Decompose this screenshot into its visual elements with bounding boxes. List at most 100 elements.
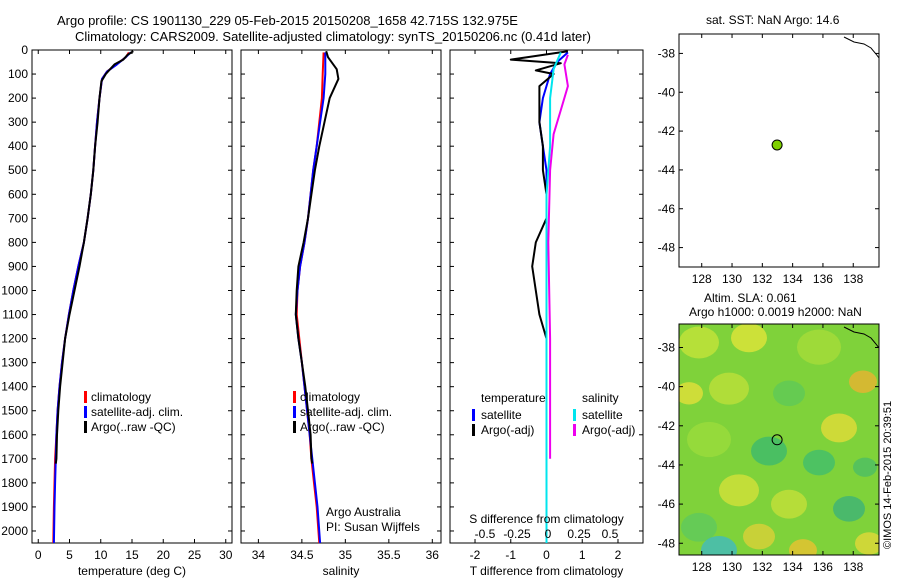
legend-label: satellite bbox=[481, 408, 522, 422]
coastline bbox=[843, 36, 880, 59]
x-axis-label: T difference from climatology bbox=[470, 564, 624, 578]
y-tick-label: -44 bbox=[658, 163, 676, 177]
heatmap-cell bbox=[731, 324, 767, 353]
heatmap-cell bbox=[855, 532, 879, 555]
x-tick-label: -2 bbox=[470, 548, 481, 562]
legend-swatch bbox=[293, 406, 296, 418]
x-tick-label: 132 bbox=[752, 272, 772, 286]
heatmap-cell bbox=[679, 326, 719, 359]
x-tick-label: 128 bbox=[692, 560, 712, 574]
y-tick-label: -48 bbox=[658, 241, 676, 255]
series-line-salinity-argo-adj- bbox=[547, 54, 569, 459]
y-tick-label: 1200 bbox=[1, 332, 28, 346]
credit-annotation: Argo Australia bbox=[326, 505, 401, 519]
y-tick-label: 400 bbox=[8, 139, 28, 153]
heatmap-cell bbox=[719, 474, 759, 507]
secondary-axis-label: S difference from climatology bbox=[469, 512, 624, 526]
x-tick-label: 132 bbox=[752, 560, 772, 574]
heatmap-cell bbox=[701, 535, 737, 555]
heatmap-cell bbox=[681, 512, 717, 542]
y-tick-label: 1700 bbox=[1, 452, 28, 466]
heatmap-cell bbox=[821, 413, 857, 443]
x-tick-label: 10 bbox=[94, 548, 108, 562]
heatmap-cell bbox=[797, 329, 841, 365]
y-tick-label: -46 bbox=[658, 497, 676, 511]
x-tick-label: 0 bbox=[543, 548, 550, 562]
x-tick-label: 15 bbox=[125, 548, 139, 562]
y-tick-label: 1800 bbox=[1, 476, 28, 490]
y-tick-label: 1000 bbox=[1, 283, 28, 297]
x-tick-label: 130 bbox=[722, 272, 742, 286]
copyright-label: ©IMOS 14-Feb-2015 20:39:51 bbox=[882, 401, 894, 549]
y-tick-label: -42 bbox=[658, 124, 676, 138]
x-tick-label: 0 bbox=[35, 548, 42, 562]
legend-label: Argo(..raw -QC) bbox=[300, 420, 385, 434]
y-tick-label: -40 bbox=[658, 380, 676, 394]
map-title: Altim. SLA: 0.061 bbox=[704, 291, 797, 305]
legend-label: satellite-adj. clim. bbox=[91, 405, 183, 419]
y-tick-label: 1300 bbox=[1, 356, 28, 370]
x-tick-label: -1 bbox=[505, 548, 516, 562]
legend-swatch bbox=[84, 391, 87, 403]
y-tick-label: -44 bbox=[658, 458, 676, 472]
heatmap-cell bbox=[687, 421, 731, 458]
y-tick-label: 100 bbox=[8, 67, 28, 81]
x-tick-label: 5 bbox=[66, 548, 73, 562]
y-tick-label: -38 bbox=[658, 340, 676, 354]
panel-salinity: 34 34.5 35 35.5 36 salinity climatologysatelli… bbox=[240, 49, 442, 578]
y-tick-label: 1600 bbox=[1, 428, 28, 442]
x-tick-label: 34.5 bbox=[290, 548, 314, 562]
heatmap-cell bbox=[751, 436, 787, 466]
series-line-argo-raw-qc- bbox=[294, 50, 340, 464]
secondary-tick-label: 0.25 bbox=[567, 527, 591, 541]
legend-label: climatology bbox=[300, 390, 360, 404]
legend-label: Argo(-adj) bbox=[582, 423, 635, 437]
y-tick-label: 600 bbox=[8, 187, 28, 201]
plot-frame bbox=[31, 49, 233, 544]
legend-swatch bbox=[84, 406, 87, 418]
plot-frame bbox=[240, 49, 442, 544]
panel-temperature: 0100200300400500600700800900100011001200… bbox=[1, 43, 232, 578]
heatmap-cell bbox=[679, 382, 703, 405]
y-tick-label: -46 bbox=[658, 202, 676, 216]
legend-swatch bbox=[573, 409, 576, 421]
y-tick-label: 1500 bbox=[1, 404, 28, 418]
x-tick-label: 36 bbox=[426, 548, 440, 562]
x-tick-label: 130 bbox=[722, 560, 742, 574]
x-tick-label: 25 bbox=[188, 548, 202, 562]
y-tick-label: 1100 bbox=[2, 308, 28, 322]
x-tick-label: 138 bbox=[843, 560, 863, 574]
panel-sla-map: -38 -40 -42 -44 -46 -48 128 130 132 134 136 138 Alti… bbox=[658, 291, 880, 574]
x-tick-label: 1 bbox=[579, 548, 586, 562]
legend-swatch bbox=[573, 424, 576, 436]
legend-heading: salinity bbox=[582, 391, 619, 405]
title-line2: Climatology: CARS2009. Satellite-adjuste… bbox=[75, 29, 591, 44]
y-tick-label: 1400 bbox=[1, 380, 28, 394]
legend-label: satellite bbox=[582, 408, 623, 422]
map-title: Argo h1000: 0.0019 h2000: NaN bbox=[689, 305, 862, 319]
x-axis-label: salinity bbox=[323, 564, 360, 578]
heatmap-cell bbox=[849, 370, 877, 393]
map-frame bbox=[678, 33, 880, 268]
argo-float-marker bbox=[771, 139, 783, 151]
argo-float-marker bbox=[771, 434, 783, 446]
heatmap-cell bbox=[853, 457, 877, 477]
y-tick-label: -38 bbox=[658, 46, 676, 60]
y-tick-label: 900 bbox=[8, 259, 28, 273]
x-tick-label: 134 bbox=[783, 560, 803, 574]
legend-heading: temperature bbox=[481, 391, 546, 405]
heatmap-cell bbox=[771, 489, 807, 519]
x-tick-label: 136 bbox=[813, 560, 833, 574]
x-axis-label: temperature (deg C) bbox=[78, 564, 186, 578]
y-tick-label: -42 bbox=[658, 419, 676, 433]
x-tick-label: 136 bbox=[813, 272, 833, 286]
sla-heatmap bbox=[679, 324, 879, 555]
heatmap-cell bbox=[789, 539, 817, 555]
map-frame bbox=[678, 323, 880, 556]
legend-label: Argo(-adj) bbox=[481, 423, 534, 437]
x-tick-label: 20 bbox=[157, 548, 171, 562]
secondary-tick-label: -0.5 bbox=[475, 527, 496, 541]
panel-sst-map: -38 -40 -42 -44 -46 -48 128 130 132 134 136 138 sat.… bbox=[658, 13, 880, 286]
credit-annotation: PI: Susan Wijffels bbox=[326, 520, 420, 534]
y-tick-label: 200 bbox=[8, 91, 28, 105]
